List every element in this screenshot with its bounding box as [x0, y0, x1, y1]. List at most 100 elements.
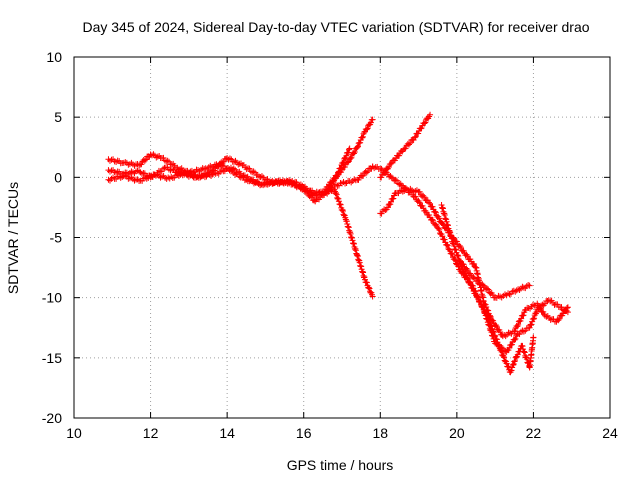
data-point: [393, 177, 400, 184]
data-point: [515, 286, 522, 293]
data-point: [463, 274, 470, 281]
data-point: [308, 194, 315, 201]
data-point: [415, 197, 422, 204]
data-point: [219, 160, 226, 167]
data-point: [487, 319, 494, 326]
data-point: [150, 151, 157, 158]
data-point: [346, 145, 353, 152]
data-point: [525, 304, 532, 311]
data-point: [164, 157, 171, 164]
y-tick-label: -10: [42, 290, 62, 306]
data-point: [367, 119, 374, 126]
data-point: [439, 233, 446, 240]
data-point: [402, 145, 409, 152]
data-point: [368, 291, 375, 298]
data-point: [464, 275, 471, 282]
data-point: [344, 159, 351, 166]
data-point: [396, 181, 403, 188]
data-point: [337, 201, 344, 208]
data-point: [506, 344, 513, 351]
data-point: [503, 360, 510, 367]
data-point: [387, 173, 394, 180]
data-point: [489, 325, 496, 332]
data-point: [420, 192, 427, 199]
data-point: [485, 313, 492, 320]
data-point: [396, 152, 403, 159]
data-point: [363, 279, 370, 286]
data-point: [328, 179, 335, 186]
data-point: [226, 155, 233, 162]
data-point: [479, 303, 486, 310]
data-point: [526, 362, 533, 369]
data-point: [357, 139, 364, 146]
data-point: [407, 140, 414, 147]
data-point: [529, 318, 536, 325]
data-point: [232, 166, 239, 173]
x-tick-label: 10: [66, 425, 82, 441]
data-point: [554, 301, 561, 308]
data-point: [359, 133, 366, 140]
data-point: [246, 165, 253, 172]
data-point: [451, 246, 458, 253]
data-point: [519, 343, 526, 350]
data-point: [463, 265, 470, 272]
data-point: [324, 183, 331, 190]
data-point: [432, 209, 439, 216]
data-point: [428, 216, 435, 223]
data-point: [287, 178, 294, 185]
data-point: [536, 305, 543, 312]
data-point: [359, 134, 366, 141]
data-point: [339, 206, 346, 213]
data-point: [496, 342, 503, 349]
data-point: [421, 120, 428, 127]
data-point: [444, 242, 451, 249]
data-point: [527, 322, 534, 329]
data-point: [347, 155, 354, 162]
data-point: [460, 261, 467, 268]
data-point: [480, 305, 487, 312]
data-point: [251, 169, 258, 176]
data-point: [142, 156, 149, 163]
data-point: [385, 163, 392, 170]
chart-title: Day 345 of 2024, Sidereal Day-to-day VTE…: [82, 19, 589, 35]
data-point: [508, 367, 515, 374]
data-point: [511, 358, 518, 365]
data-point: [522, 327, 529, 334]
data-point: [454, 252, 461, 259]
data-point: [138, 161, 145, 168]
data-point: [386, 173, 393, 180]
data-point: [401, 185, 408, 192]
data-point: [452, 246, 459, 253]
data-point: [511, 357, 518, 364]
data-point: [141, 157, 148, 164]
data-point: [392, 176, 399, 183]
data-point: [516, 286, 523, 293]
data-point: [160, 154, 167, 161]
data-point: [543, 313, 550, 320]
data-point: [341, 163, 348, 170]
data-point: [491, 329, 498, 336]
data-point: [361, 274, 368, 281]
data-point: [471, 275, 478, 282]
x-tick-label: 18: [372, 425, 388, 441]
data-point: [416, 199, 423, 206]
data-point: [515, 321, 522, 328]
data-point: [412, 193, 419, 200]
x-axis-title: GPS time / hours: [287, 457, 394, 473]
data-point: [215, 163, 222, 170]
x-tick-label: 22: [526, 425, 542, 441]
series-trace-i: [377, 111, 434, 181]
data-point: [436, 215, 443, 222]
data-point: [523, 283, 530, 290]
data-point: [418, 124, 425, 131]
data-point: [501, 354, 508, 361]
data-point: [351, 148, 358, 155]
data-point: [422, 119, 429, 126]
data-point: [469, 285, 476, 292]
data-point: [457, 244, 464, 251]
x-tick-label: 16: [296, 425, 312, 441]
data-point: [145, 153, 152, 160]
data-point: [239, 172, 246, 179]
series-trace-g: [438, 202, 537, 376]
data-point: [505, 329, 512, 336]
